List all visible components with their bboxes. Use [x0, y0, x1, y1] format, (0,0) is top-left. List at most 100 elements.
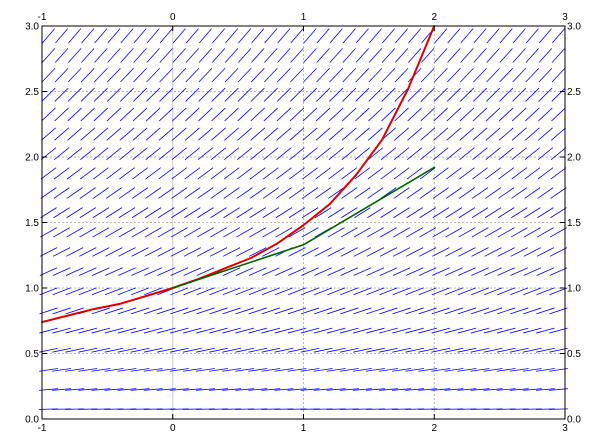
slope-segment [237, 127, 253, 141]
slope-segment [512, 67, 527, 83]
slope-segment [105, 227, 123, 238]
solution-curves [41, 25, 436, 324]
x-tick-label-bottom: 0 [170, 423, 176, 432]
slope-segment [418, 347, 438, 353]
slope-segment [353, 247, 371, 257]
slope-segment [66, 247, 84, 257]
slope-segment [431, 388, 451, 391]
slope-segment [210, 227, 227, 238]
slope-segment [537, 167, 554, 180]
slope-segment [159, 28, 173, 44]
slope-segment [470, 388, 490, 391]
slope-segment [550, 147, 567, 161]
slope-segment [236, 227, 254, 238]
y-tick-label-left: 3.0 [25, 22, 39, 33]
slope-segment [261, 368, 281, 372]
slope-segment [143, 368, 163, 372]
slope-segment [538, 67, 553, 83]
slope-segment [53, 227, 71, 238]
slope-segment [104, 388, 124, 391]
slope-segment [68, 48, 82, 63]
slope-segment [288, 227, 306, 238]
slope-segment [93, 147, 109, 161]
slope-segment [157, 227, 175, 238]
slope-segment [287, 327, 307, 334]
slope-segment [511, 127, 527, 141]
slope-segment [172, 67, 187, 83]
slope-segment [459, 87, 474, 102]
slope-segment [223, 227, 241, 238]
slope-segment [131, 287, 150, 296]
slope-segment [470, 327, 490, 334]
slope-segment [209, 388, 229, 391]
slope-segment [406, 207, 423, 219]
slope-segment [40, 227, 57, 238]
slope-segment [146, 67, 160, 83]
slope-segment [509, 388, 529, 391]
slope-segment [195, 368, 215, 372]
slope-segment [145, 167, 161, 180]
slope-segment [184, 207, 201, 219]
slope-segment [340, 247, 358, 257]
slope-segment [314, 267, 332, 276]
slope-segment [523, 227, 541, 238]
slope-segment [288, 187, 306, 199]
slope-segment [315, 167, 331, 180]
slope-segment [52, 267, 71, 276]
slope-segment [104, 327, 124, 334]
slope-segment [264, 48, 278, 63]
slope-segment [105, 207, 123, 219]
slope-segment [235, 287, 254, 296]
slope-segment [472, 147, 488, 161]
slope-segment [353, 307, 372, 315]
slope-segment [39, 267, 58, 276]
slope-segment [170, 247, 188, 257]
slope-segment [445, 207, 463, 219]
slope-segment [223, 147, 240, 161]
slope-segment [496, 327, 516, 334]
slope-segment [382, 28, 395, 44]
slope-segment [366, 327, 385, 334]
slope-segment [158, 147, 174, 161]
slope-segment [368, 87, 383, 102]
slope-segment [222, 307, 241, 315]
slope-segment [405, 368, 425, 372]
slope-segment [525, 87, 540, 102]
slope-segment [380, 167, 397, 180]
slope-segment [340, 227, 358, 238]
slope-segment [117, 347, 137, 353]
slope-segment [314, 207, 332, 219]
y-tick-label-right: 1.0 [567, 284, 581, 295]
slope-segment [224, 127, 240, 141]
slope-segment [473, 67, 487, 83]
slope-segment [65, 347, 85, 353]
slope-segment [92, 167, 109, 180]
x-tick-label-bottom: 2 [431, 423, 437, 432]
slope-segment [393, 147, 410, 161]
slope-segment [405, 347, 425, 353]
slope-segment [170, 307, 189, 315]
slope-segment [537, 127, 553, 141]
slope-segment [392, 247, 411, 257]
slope-segment [394, 127, 409, 141]
slope-segment [378, 388, 398, 391]
slope-segment [222, 327, 241, 334]
slope-segment [118, 267, 136, 276]
slope-segment [497, 287, 516, 296]
slope-segment [131, 227, 149, 238]
slope-segment [431, 327, 451, 334]
slope-segment [249, 187, 266, 199]
slope-segment [512, 28, 526, 44]
slope-segment [496, 368, 516, 372]
slope-segment [395, 28, 409, 44]
slope-segment [301, 207, 319, 219]
slope-segment [354, 127, 370, 141]
slope-segment [287, 307, 307, 315]
slope-segment [159, 67, 174, 83]
slope-segment [300, 307, 320, 315]
grid-lines [42, 26, 565, 419]
slope-segment [326, 327, 346, 334]
y-tick-label-left: 1.5 [25, 218, 39, 229]
slope-segment [184, 167, 201, 180]
slope-segment [78, 368, 98, 372]
